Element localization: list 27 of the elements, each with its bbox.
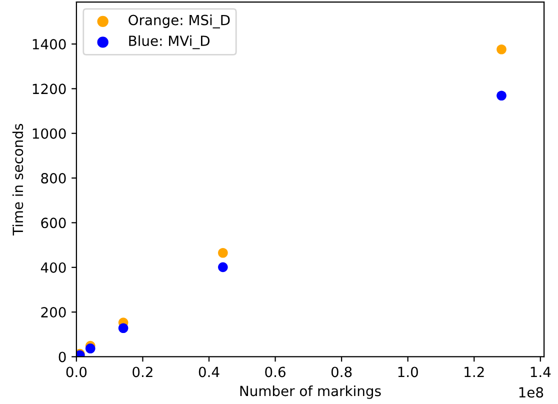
legend-label: Blue: MVi_D [129, 35, 210, 50]
point [85, 344, 96, 354]
y-tick-label: 1400 [32, 38, 66, 50]
x-tick-label: 0.8 [331, 366, 352, 378]
y-tick-label: 600 [41, 218, 66, 228]
y-tick-label: 1200 [32, 84, 66, 94]
text: 1e8 [519, 387, 544, 398]
point [218, 248, 228, 258]
point [496, 44, 506, 54]
point [118, 323, 128, 334]
x-tick-label: 0.0 [66, 366, 87, 378]
y-tick-label: 400 [40, 262, 66, 273]
x-tick-label: 1.4 [530, 366, 551, 378]
y-tick-label: 200 [41, 307, 66, 318]
y-tick-label: 800 [41, 173, 66, 184]
legend-label: Orange: MSi_D [128, 14, 230, 28]
point [218, 262, 228, 272]
y-tick-label: 0 [58, 352, 66, 362]
x-tick-label: 1.0 [398, 366, 418, 378]
y-tick-label: 1000 [32, 128, 66, 139]
point [496, 90, 506, 101]
x-tick-label: 1.2 [464, 366, 484, 378]
x-tick-label: 0.6 [265, 366, 286, 378]
x-tick-label: 0.2 [132, 366, 152, 378]
x-axis-title: Number of markings [240, 385, 381, 399]
x-tick-label: 0.4 [198, 366, 220, 378]
y-axis-title: Time in seconds [12, 124, 24, 236]
